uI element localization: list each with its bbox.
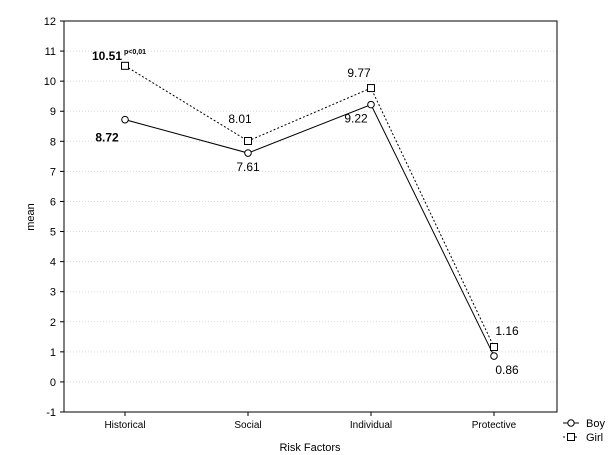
y-tick-label: 10 xyxy=(44,76,56,88)
data-label-girl: 9.77 xyxy=(347,66,371,80)
point-boy xyxy=(121,115,129,124)
y-tick-label: 3 xyxy=(50,287,56,299)
data-label-boy: 8.72 xyxy=(95,131,119,145)
series-line-boy xyxy=(124,103,495,357)
x-axis-title: Risk Factors xyxy=(279,442,341,454)
x-tick-label: Protective xyxy=(472,420,517,431)
data-label-boy: 9.22 xyxy=(344,112,368,126)
legend-boy-label: Boy xyxy=(586,418,605,430)
y-tick-label: 7 xyxy=(50,166,56,178)
point-girl xyxy=(490,343,498,352)
legend-girl-label: Girl xyxy=(586,432,603,444)
y-tick-label: 0 xyxy=(50,377,56,389)
y-tick-label: 9 xyxy=(50,106,56,118)
point-boy xyxy=(490,352,498,360)
x-tick-label: Historical xyxy=(104,420,145,431)
y-tick-label: 8 xyxy=(50,136,56,148)
p-value-annotation: p<0,01 xyxy=(124,49,146,56)
y-axis-title: mean xyxy=(25,203,37,231)
data-label-boy: 7.61 xyxy=(236,160,260,174)
x-axis-ticks: Historical Social Individual Protective xyxy=(104,412,517,431)
legend: Boy Girl xyxy=(563,418,605,444)
data-label-boy: 0.86 xyxy=(495,363,519,377)
series-line-girl xyxy=(124,65,495,348)
y-tick-label: 11 xyxy=(45,46,56,58)
x-tick-label: Social xyxy=(234,420,261,431)
plot-area-frame xyxy=(63,20,558,413)
legend-boy-marker xyxy=(567,419,575,427)
data-labels-group: 8.72 7.61 9.22 0.86 10.51 8.01 9.77 1.16 p<0,01 xyxy=(92,49,519,377)
y-tick-label: 5 xyxy=(50,227,56,239)
point-girl xyxy=(367,84,375,93)
data-label-girl: 8.01 xyxy=(228,112,252,126)
data-label-girl: 10.51 xyxy=(92,49,122,63)
y-tick-label: -1 xyxy=(46,407,56,419)
point-girl xyxy=(244,137,252,146)
series-group xyxy=(121,61,498,360)
point-boy xyxy=(367,100,375,109)
data-label-girl: 1.16 xyxy=(495,324,519,338)
legend-girl-marker xyxy=(567,433,575,441)
y-tick-label: 1 xyxy=(50,347,56,359)
point-girl xyxy=(121,61,129,70)
y-tick-label: 12 xyxy=(44,16,56,28)
x-tick-label: Individual xyxy=(350,420,392,431)
y-tick-label: 4 xyxy=(50,257,56,269)
y-tick-label: 2 xyxy=(50,317,56,329)
y-tick-label: 6 xyxy=(50,196,56,208)
point-boy xyxy=(244,149,252,157)
